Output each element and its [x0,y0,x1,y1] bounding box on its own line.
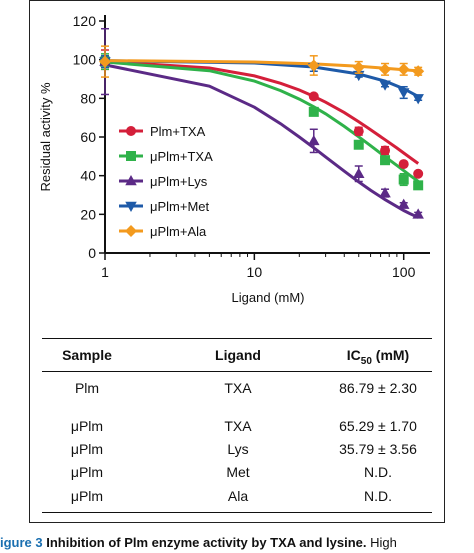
y-tick-label: 40 [80,168,96,184]
legend-label-uplm-ala: μPlm+Ala [150,224,207,239]
x-tick-label: 100 [392,264,416,280]
point-plm-txa [353,126,364,137]
caption-figure-label: igure 3 [0,535,43,550]
legend-marker-plm-txa [126,126,136,136]
y-tick-label: 20 [80,206,96,222]
data-markers [99,27,425,219]
point-uplm-lys [379,187,391,198]
caption-title: Inhibition of Plm enzyme activity by TXA… [46,535,367,550]
header-sample: Sample [62,347,112,363]
point-uplm-ala [307,59,320,72]
table-header-rule [42,371,432,372]
row-2-ligand: TXA [224,418,252,434]
row-1-ic50: 86.79 ± 2.30 [339,380,417,396]
row-3-ic50: 35.79 ± 3.56 [339,441,417,457]
row-5-ligand: Ala [227,488,249,504]
point-uplm-txa [398,174,409,185]
point-uplm-ala [379,63,392,76]
row-2-sample: μPlm [70,418,104,434]
curve-plm-txa [104,59,420,165]
point-uplm-txa [308,106,319,117]
point-uplm-met [397,88,410,99]
point-uplm-lys [412,208,424,219]
row-5-ic50: N.D. [364,488,392,504]
row-3-sample: μPlm [70,441,104,457]
y-tick-label: 80 [80,90,96,106]
point-uplm-ala [352,61,365,74]
row-2-ic50: 65.29 ± 1.70 [339,418,417,434]
legend-marker-uplm-lys [125,175,137,186]
x-axis-title: Ligand (mM) [232,290,305,305]
point-plm-txa [308,91,319,102]
point-uplm-txa [413,180,424,191]
row-4-sample: μPlm [70,464,104,480]
y-axis-title: Residual activity % [38,82,53,192]
point-uplm-ala [412,65,425,78]
legend-label-plm-txa: Plm+TXA [150,124,206,139]
figure-caption: igure 3 Inhibition of Plm enzyme activit… [0,535,397,550]
point-uplm-lys [308,134,320,146]
legend-label-uplm-lys: μPlm+Lys [150,174,208,189]
point-plm-txa [413,168,424,179]
point-uplm-lys [397,198,410,209]
row-4-ic50: N.D. [364,464,392,480]
point-uplm-ala [99,55,111,68]
point-uplm-ala [397,63,410,76]
legend-label-uplm-txa: μPlm+TXA [150,149,213,164]
header-ligand: Ligand [215,347,261,363]
row-3-ligand: Lys [227,441,249,457]
curve-uplm-lys [104,63,419,219]
y-tick-label: 120 [73,13,97,29]
header-ic50: IC50 (mM) [346,347,410,367]
x-tick-label: 1 [101,264,109,280]
point-uplm-met [379,80,391,91]
table-bottom-rule [42,512,432,513]
point-plm-txa [380,145,391,156]
point-uplm-met [412,94,424,105]
row-4-ligand: Met [226,464,250,480]
row-1-ligand: TXA [224,380,252,396]
y-tick-label: 100 [73,52,97,68]
legend: Plm+TXA μPlm+TXA μPlm+Lys μPlm+Met μPlm+Ala [119,124,213,239]
curve-uplm-txa [104,60,420,183]
legend-label-uplm-met: μPlm+Met [150,199,210,214]
legend-marker-uplm-txa [126,151,136,161]
figure-frame [29,0,445,523]
point-plm-txa [398,159,409,170]
row-5-sample: μPlm [70,488,104,504]
y-tick-label: 60 [80,129,96,145]
legend-marker-uplm-ala [125,225,137,237]
y-tick-label: 0 [88,245,96,261]
point-uplm-txa [380,155,391,166]
table-top-rule [42,338,432,339]
legend-marker-uplm-met [125,201,137,212]
fit-curves [104,59,420,219]
point-uplm-lys [352,167,365,178]
x-tick-label: 10 [247,264,263,280]
row-1-sample: Plm [74,380,100,396]
point-uplm-txa [353,139,364,150]
caption-trailing: High [366,535,397,550]
